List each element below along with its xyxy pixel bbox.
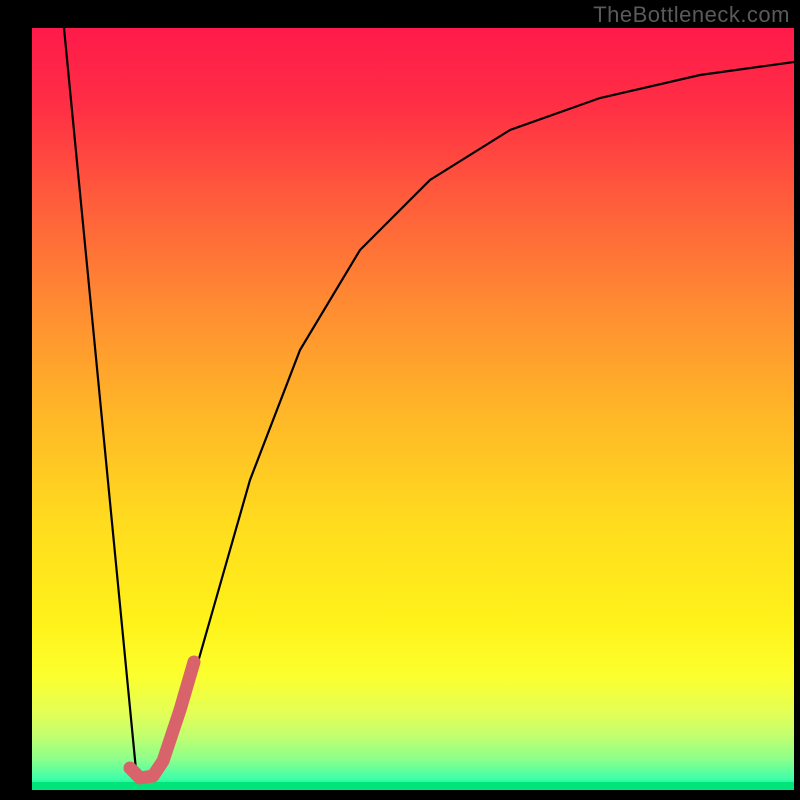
chart-svg xyxy=(0,0,800,800)
watermark-text: TheBottleneck.com xyxy=(593,2,790,28)
plot-background xyxy=(32,28,794,790)
chart-container: TheBottleneck.com xyxy=(0,0,800,800)
